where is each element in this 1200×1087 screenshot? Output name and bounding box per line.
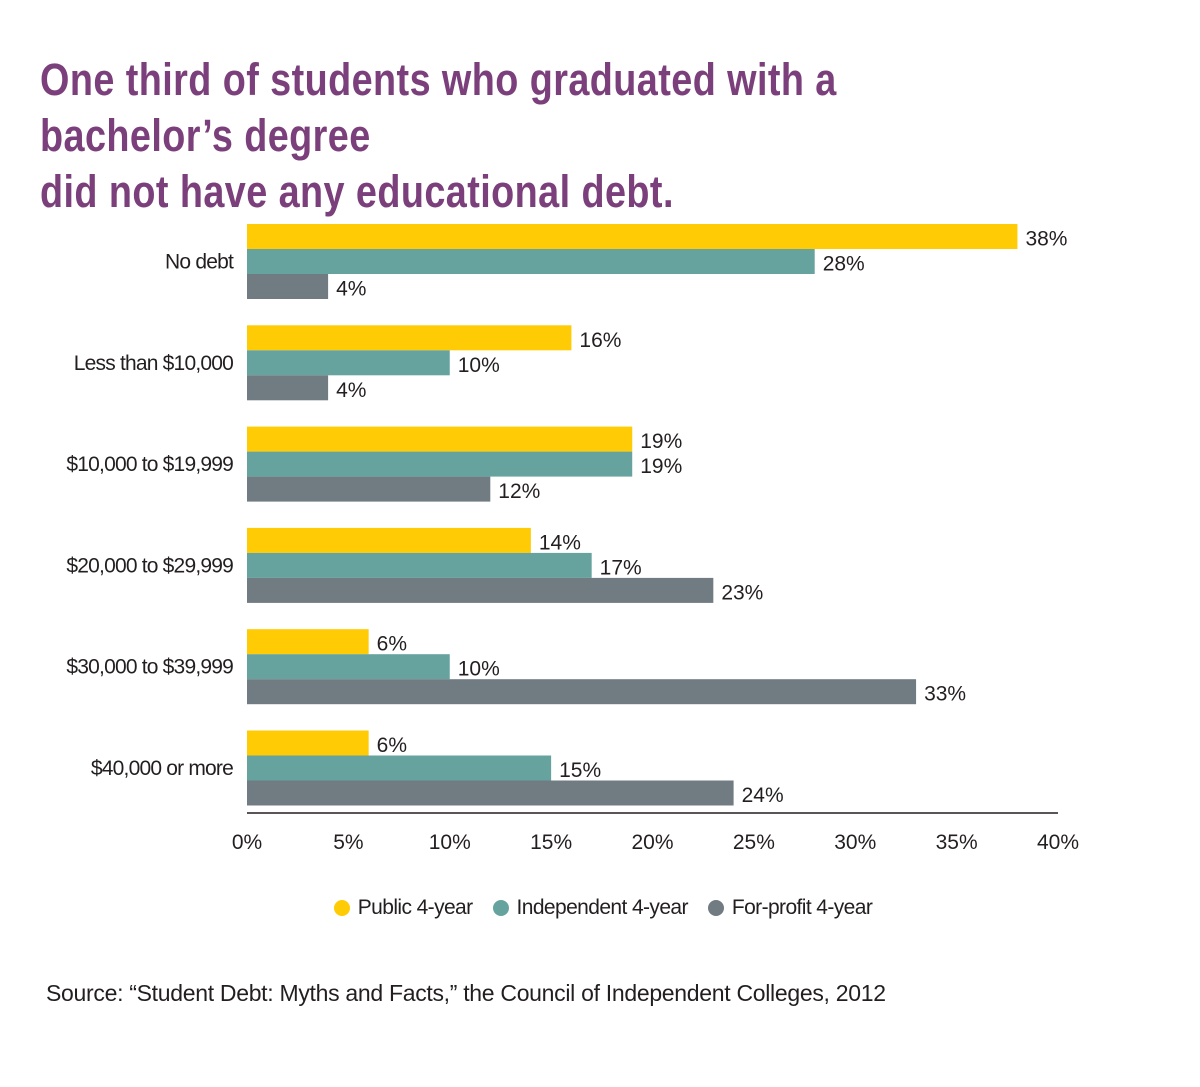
- source-note: Source: “Student Debt: Myths and Facts,”…: [46, 980, 886, 1006]
- bar-independent-4-year: [247, 654, 450, 680]
- x-tick-label: 10%: [429, 831, 471, 854]
- bar-independent-4-year: [247, 350, 450, 376]
- bar-independent-4-year: [247, 249, 815, 274]
- bar-public-4-year: [247, 224, 1018, 249]
- legend-swatch-icon: [492, 900, 509, 916]
- legend-label: Public 4-year: [357, 896, 473, 919]
- bar-independent-4-year: [247, 552, 592, 578]
- bar-public-4-year: [247, 426, 633, 452]
- data-label: 28%: [823, 253, 865, 276]
- data-label: 6%: [377, 633, 407, 656]
- bars-group: [247, 224, 1018, 806]
- data-label: 4%: [336, 278, 366, 301]
- data-label: 4%: [336, 379, 366, 402]
- x-tick-label: 40%: [1037, 831, 1079, 854]
- value-labels-group: 38% 28% 4% 16% 10% 4% 19%19% 12% 14% 17% 23% 6% 10% 3…: [336, 228, 1067, 808]
- data-label: 14%: [539, 531, 581, 554]
- legend-item: Independent 4-year: [492, 896, 689, 920]
- bar-for-profit-4-year: [247, 679, 917, 705]
- legend-label: For-profit 4-year: [731, 896, 873, 919]
- data-label: 16%: [579, 329, 621, 352]
- category-label: $20,000 to $29,999: [66, 554, 233, 577]
- x-tick-label: 5%: [333, 831, 363, 854]
- bar-for-profit-4-year: [247, 577, 714, 603]
- legend-item: Public 4-year: [333, 896, 473, 920]
- data-label: 19%: [640, 430, 682, 453]
- bar-for-profit-4-year: [247, 476, 491, 502]
- data-label: 15%: [559, 759, 601, 782]
- category-labels-group: No debt Less than $10,000 $10,000 to $19,9…: [66, 251, 234, 781]
- data-label: 23%: [721, 581, 763, 604]
- data-label: 10%: [458, 354, 500, 377]
- bar-chart: 38% 28% 4% 16% 10% 4% 19%19% 12% 14% 17% 23% 6% 10% 3…: [66, 224, 1079, 854]
- x-tick-label: 0%: [232, 831, 262, 854]
- legend-label: Independent 4-year: [516, 896, 689, 919]
- legend-item: For-profit 4-year: [707, 896, 873, 920]
- data-label: 33%: [924, 683, 966, 706]
- chart-title: One third of students who graduated with…: [40, 54, 837, 217]
- bar-for-profit-4-year: [247, 274, 329, 299]
- bar-public-4-year: [247, 527, 531, 553]
- bar-for-profit-4-year: [247, 375, 329, 401]
- legend-swatch-icon: [707, 900, 724, 916]
- category-label: Less than $10,000: [74, 352, 233, 375]
- category-label: $30,000 to $39,999: [66, 656, 233, 679]
- x-tick-label: 30%: [834, 831, 876, 854]
- data-label: 12%: [498, 480, 540, 503]
- bar-public-4-year: [247, 629, 369, 655]
- category-label: $40,000 or more: [91, 757, 233, 780]
- data-label: 24%: [742, 784, 784, 807]
- x-tick-label: 35%: [936, 831, 978, 854]
- x-tick-label: 20%: [631, 831, 673, 854]
- category-label: $10,000 to $19,999: [66, 453, 233, 476]
- x-tick-label: 15%: [530, 831, 572, 854]
- data-label: 6%: [377, 734, 407, 757]
- bar-independent-4-year: [247, 755, 552, 781]
- data-label: 17%: [600, 556, 642, 579]
- data-label: 19%: [640, 455, 682, 478]
- category-label: No debt: [165, 251, 234, 274]
- bar-for-profit-4-year: [247, 780, 734, 806]
- x-tick-label: 25%: [733, 831, 775, 854]
- x-tick-labels-group: 0% 5% 10% 15% 20% 25% 30% 35% 40%: [232, 831, 1079, 854]
- legend-swatch-icon: [333, 900, 350, 916]
- data-label: 10%: [458, 658, 500, 681]
- bar-independent-4-year: [247, 451, 633, 477]
- data-label: 38%: [1025, 228, 1067, 251]
- legend: Public 4-year Independent 4-year For-profi…: [0, 896, 1200, 920]
- bar-public-4-year: [247, 730, 369, 756]
- bar-public-4-year: [247, 325, 572, 351]
